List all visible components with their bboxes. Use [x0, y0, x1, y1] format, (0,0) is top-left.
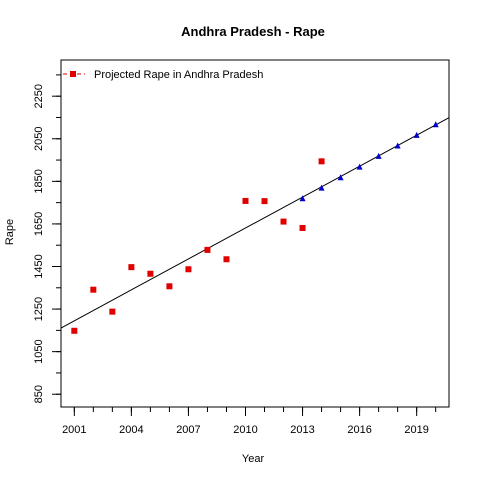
projected-point: [432, 121, 439, 128]
projected-point: [394, 142, 401, 149]
y-tick-label: 1050: [33, 339, 45, 363]
x-tick-label: 2010: [233, 424, 257, 436]
data-point: [280, 218, 287, 225]
projected-point: [337, 174, 344, 181]
chart-title: Andhra Pradesh - Rape: [181, 24, 325, 39]
y-axis-label: Rape: [4, 219, 16, 245]
legend: Projected Rape in Andhra Pradesh: [63, 69, 263, 81]
data-point: [299, 224, 306, 231]
projected-point: [356, 163, 363, 170]
projected-point: [318, 184, 325, 191]
projected-point: [375, 152, 382, 159]
data-point: [109, 308, 116, 315]
y-tick-label: 1650: [33, 212, 45, 236]
legend-marker: [70, 71, 76, 77]
x-axis: 2001 2004 2007 2010 2013 2016 2019: [62, 407, 437, 436]
series-0: [71, 158, 325, 334]
data-point: [147, 270, 154, 277]
data-point: [204, 246, 211, 253]
data-point: [128, 264, 135, 271]
x-tick-label: 2013: [290, 424, 314, 436]
series-1: [299, 121, 439, 202]
series-layer: [71, 121, 439, 334]
y-tick-label: 2250: [33, 84, 45, 108]
y-tick-label: 1250: [33, 297, 45, 321]
data-point: [71, 327, 78, 334]
data-point: [242, 197, 249, 204]
trend-line: [60, 117, 450, 329]
x-tick-label: 2019: [404, 424, 428, 436]
y-tick-label: 850: [33, 385, 45, 403]
x-tick-label: 2016: [347, 424, 371, 436]
y-tick-label: 1850: [33, 169, 45, 193]
x-axis-label: Year: [242, 453, 265, 465]
data-point: [166, 283, 173, 290]
projected-point: [299, 195, 306, 202]
y-axis: 850 1050 1250 1450 1650 1850 2050 2250: [33, 74, 61, 403]
plot-frame: [60, 59, 450, 408]
y-tick-label: 2050: [33, 127, 45, 151]
legend-label: Projected Rape in Andhra Pradesh: [94, 69, 263, 81]
data-point: [185, 266, 192, 273]
x-tick-label: 2007: [176, 424, 200, 436]
y-tick-label: 1450: [33, 254, 45, 278]
x-tick-label: 2004: [119, 424, 143, 436]
data-point: [90, 286, 97, 293]
data-point: [223, 256, 230, 263]
trend-line-group: [60, 117, 450, 329]
x-tick-label: 2001: [62, 424, 86, 436]
data-point: [261, 198, 268, 205]
data-point: [318, 158, 325, 165]
projected-point: [413, 131, 420, 138]
